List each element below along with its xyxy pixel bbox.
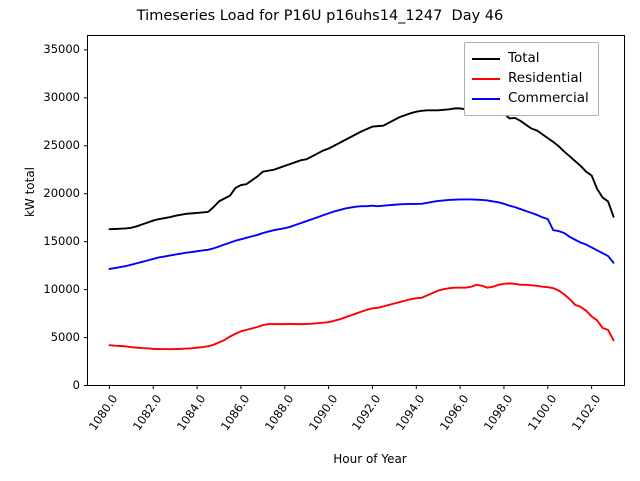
series-line-commercial [109,199,613,269]
x-axis-label: Hour of Year [300,452,440,466]
legend-item-total[interactable]: Total [472,49,589,69]
series-line-residential [109,283,613,349]
legend-swatch-total-icon [472,58,500,60]
legend-swatch-commercial-icon [472,98,500,100]
x-axis-tick-marks [109,386,591,390]
y-axis-tick-marks [84,50,88,386]
legend-label: Residential [508,72,582,86]
data-series-group [109,108,613,349]
y-tick-label: 30000 [20,90,80,104]
chart-legend: Total Residential Commercial [464,42,599,116]
y-tick-label: 0 [20,378,80,392]
y-tick-label: 10000 [20,282,80,296]
legend-label: Commercial [508,92,589,106]
y-tick-label: 5000 [20,330,80,344]
legend-swatch-residential-icon [472,78,500,80]
legend-item-residential[interactable]: Residential [472,69,589,89]
series-line-total [109,108,613,229]
legend-item-commercial[interactable]: Commercial [472,89,589,109]
y-tick-label: 35000 [20,42,80,56]
y-axis-label: kW total [23,142,37,242]
legend-label: Total [508,52,540,66]
